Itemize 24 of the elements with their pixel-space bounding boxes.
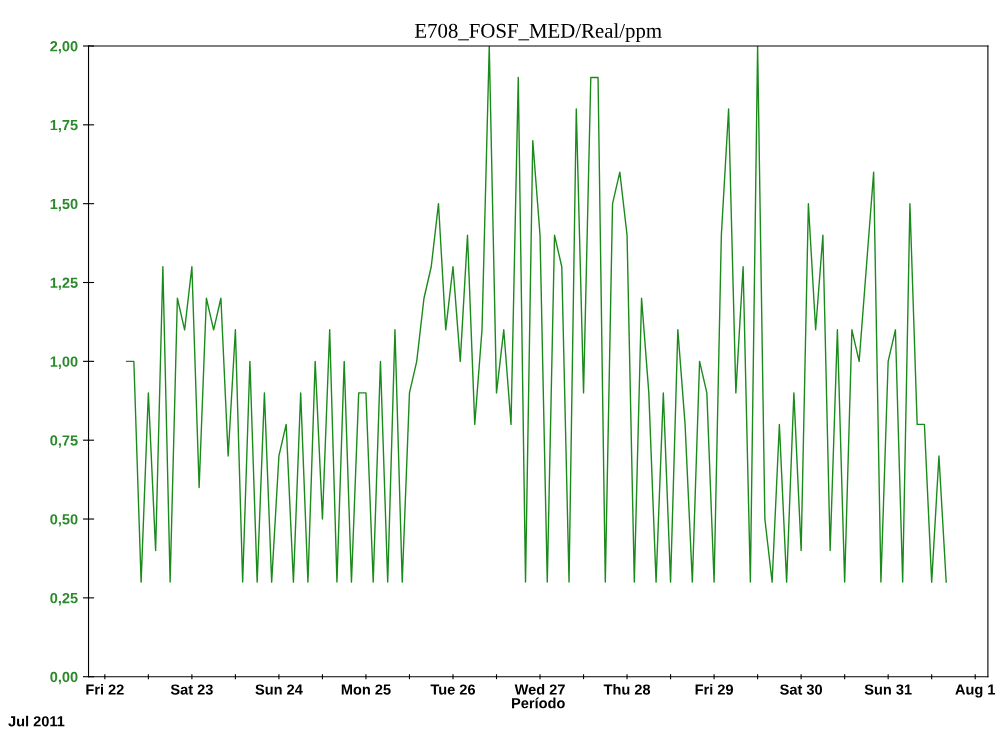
x-axis-title: Período — [512, 697, 565, 709]
chart-title: E708_FOSF_MED/Real/ppm — [414, 23, 662, 43]
x-tick-label: Sat 23 — [170, 684, 213, 695]
x-tick-label: Aug 1 — [955, 684, 996, 698]
x-tick-label: Sat 30 — [780, 684, 823, 695]
x-tick-label: Sun 24 — [255, 684, 303, 695]
y-tick-label: 1,25 — [50, 277, 78, 291]
x-tick-label: Mon 25 — [341, 684, 391, 695]
y-tick-label: 1,75 — [50, 120, 78, 133]
y-tick-label: 0,75 — [50, 435, 78, 448]
x-tick-label: Tue 26 — [430, 684, 476, 695]
y-tick-label: 0,00 — [50, 671, 78, 685]
y-tick-label: 2,00 — [50, 41, 78, 54]
y-tick-label: 1,00 — [50, 356, 78, 369]
x-tick-label: Thu 28 — [603, 684, 651, 695]
y-tick-label: 1,50 — [50, 198, 78, 212]
y-tick-label: 0,50 — [50, 514, 78, 527]
y-tick-label: 0,25 — [50, 592, 78, 606]
text: Jul 2011 — [8, 715, 65, 727]
x-tick-label: Sun 31 — [864, 684, 912, 695]
x-tick-label: Fri 29 — [695, 684, 734, 695]
x-tick-label: Fri 22 — [86, 684, 124, 695]
x-tick-label: Wed 27 — [514, 684, 565, 695]
line-series — [125, 45, 947, 583]
